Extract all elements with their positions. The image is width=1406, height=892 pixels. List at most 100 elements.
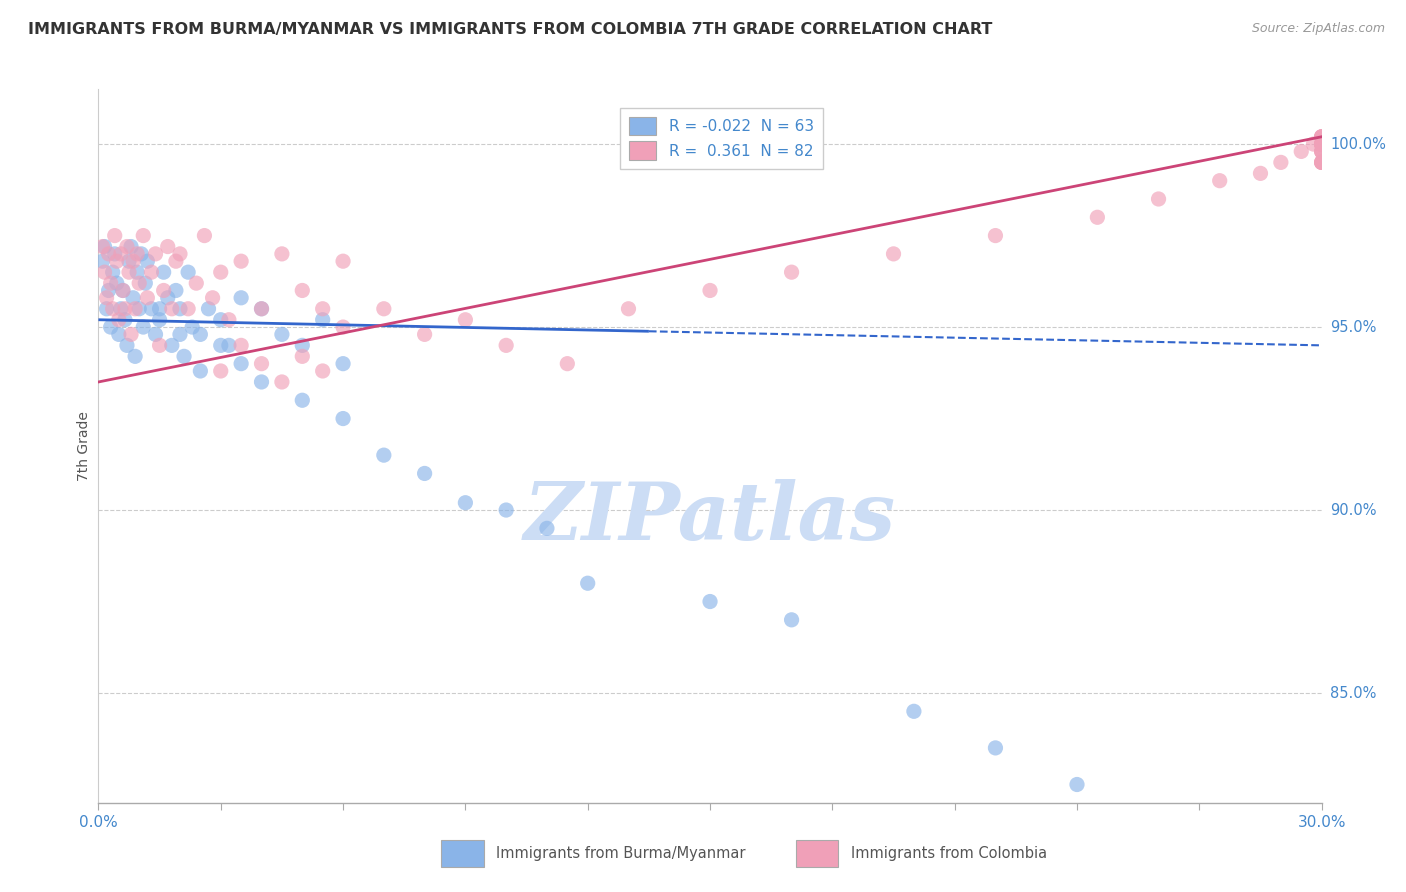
Point (108, 327, 131, 342)
Point (169, 327, 191, 342)
Point (110, 247, 132, 261)
Point (91, 239, 114, 253)
Point (780, 613, 803, 627)
Point (193, 228, 215, 243)
Text: 100.0%: 100.0% (1330, 136, 1386, 152)
Point (110, 301, 132, 316)
Point (173, 349, 195, 363)
Point (96, 291, 118, 305)
Point (1310, 145, 1333, 159)
Point (373, 301, 395, 316)
Point (105, 254, 128, 268)
Point (169, 301, 191, 316)
Point (250, 301, 273, 316)
Point (160, 301, 183, 316)
Y-axis label: 7th Grade: 7th Grade (77, 411, 91, 481)
Point (141, 265, 163, 279)
Point (495, 503, 517, 517)
Point (132, 320, 155, 334)
Point (93, 265, 115, 279)
Point (231, 357, 253, 371)
Point (100, 276, 122, 290)
Point (136, 291, 159, 305)
Text: 95.0%: 95.0% (1330, 319, 1376, 334)
Point (156, 291, 179, 305)
Point (105, 276, 128, 290)
Point (132, 228, 155, 243)
Point (1302, 137, 1324, 152)
Point (1147, 192, 1170, 206)
Point (576, 576, 599, 591)
Point (1310, 137, 1333, 152)
Point (1310, 137, 1333, 152)
Point (1291, 145, 1313, 159)
Point (186, 276, 208, 290)
Point (93, 239, 115, 253)
Point (454, 312, 477, 326)
Point (495, 338, 517, 352)
Point (231, 291, 253, 305)
Point (291, 338, 314, 352)
Point (169, 247, 191, 261)
Point (108, 312, 131, 326)
FancyBboxPatch shape (796, 840, 838, 867)
Point (165, 254, 187, 268)
Point (250, 357, 273, 371)
Text: Immigrants from Colombia: Immigrants from Colombia (851, 847, 1047, 861)
Point (1310, 155, 1333, 169)
Point (413, 467, 436, 481)
Point (1310, 137, 1333, 152)
Point (111, 284, 134, 298)
Point (128, 301, 150, 316)
Point (120, 239, 142, 253)
Legend: R = -0.022  N = 63, R =  0.361  N = 82: R = -0.022 N = 63, R = 0.361 N = 82 (620, 108, 823, 169)
Point (145, 327, 167, 342)
Point (454, 496, 477, 510)
Point (312, 312, 335, 326)
Text: 90.0%: 90.0% (1330, 502, 1376, 517)
Point (250, 301, 273, 316)
Point (1208, 174, 1232, 188)
Point (1310, 145, 1333, 159)
Point (201, 291, 224, 305)
Point (115, 338, 138, 352)
Point (555, 357, 579, 371)
Text: Source: ZipAtlas.com: Source: ZipAtlas.com (1251, 22, 1385, 36)
Point (209, 338, 232, 352)
Point (181, 320, 204, 334)
Point (149, 338, 172, 352)
Point (152, 265, 174, 279)
Point (127, 265, 149, 279)
Point (134, 276, 156, 290)
Point (984, 228, 1007, 243)
Point (270, 327, 294, 342)
Point (250, 375, 273, 389)
Point (312, 301, 335, 316)
Point (332, 254, 354, 268)
Point (312, 364, 335, 378)
Point (1310, 129, 1333, 144)
Point (165, 284, 187, 298)
Point (1310, 129, 1333, 144)
Point (1310, 155, 1333, 169)
Point (114, 312, 136, 326)
Text: IMMIGRANTS FROM BURMA/MYANMAR VS IMMIGRANTS FROM COLOMBIA 7TH GRADE CORRELATION : IMMIGRANTS FROM BURMA/MYANMAR VS IMMIGRA… (28, 22, 993, 37)
Point (145, 247, 167, 261)
Text: 85.0%: 85.0% (1330, 686, 1376, 700)
Point (124, 349, 146, 363)
Point (413, 327, 436, 342)
Point (96, 301, 118, 316)
Point (91, 254, 114, 268)
Point (270, 375, 294, 389)
Point (1310, 155, 1333, 169)
Point (270, 247, 294, 261)
Point (124, 301, 146, 316)
Point (699, 284, 721, 298)
Point (373, 448, 395, 462)
Point (883, 247, 905, 261)
Point (160, 338, 183, 352)
Point (1249, 166, 1271, 180)
Point (122, 254, 145, 268)
Point (291, 393, 314, 408)
Point (536, 521, 558, 535)
